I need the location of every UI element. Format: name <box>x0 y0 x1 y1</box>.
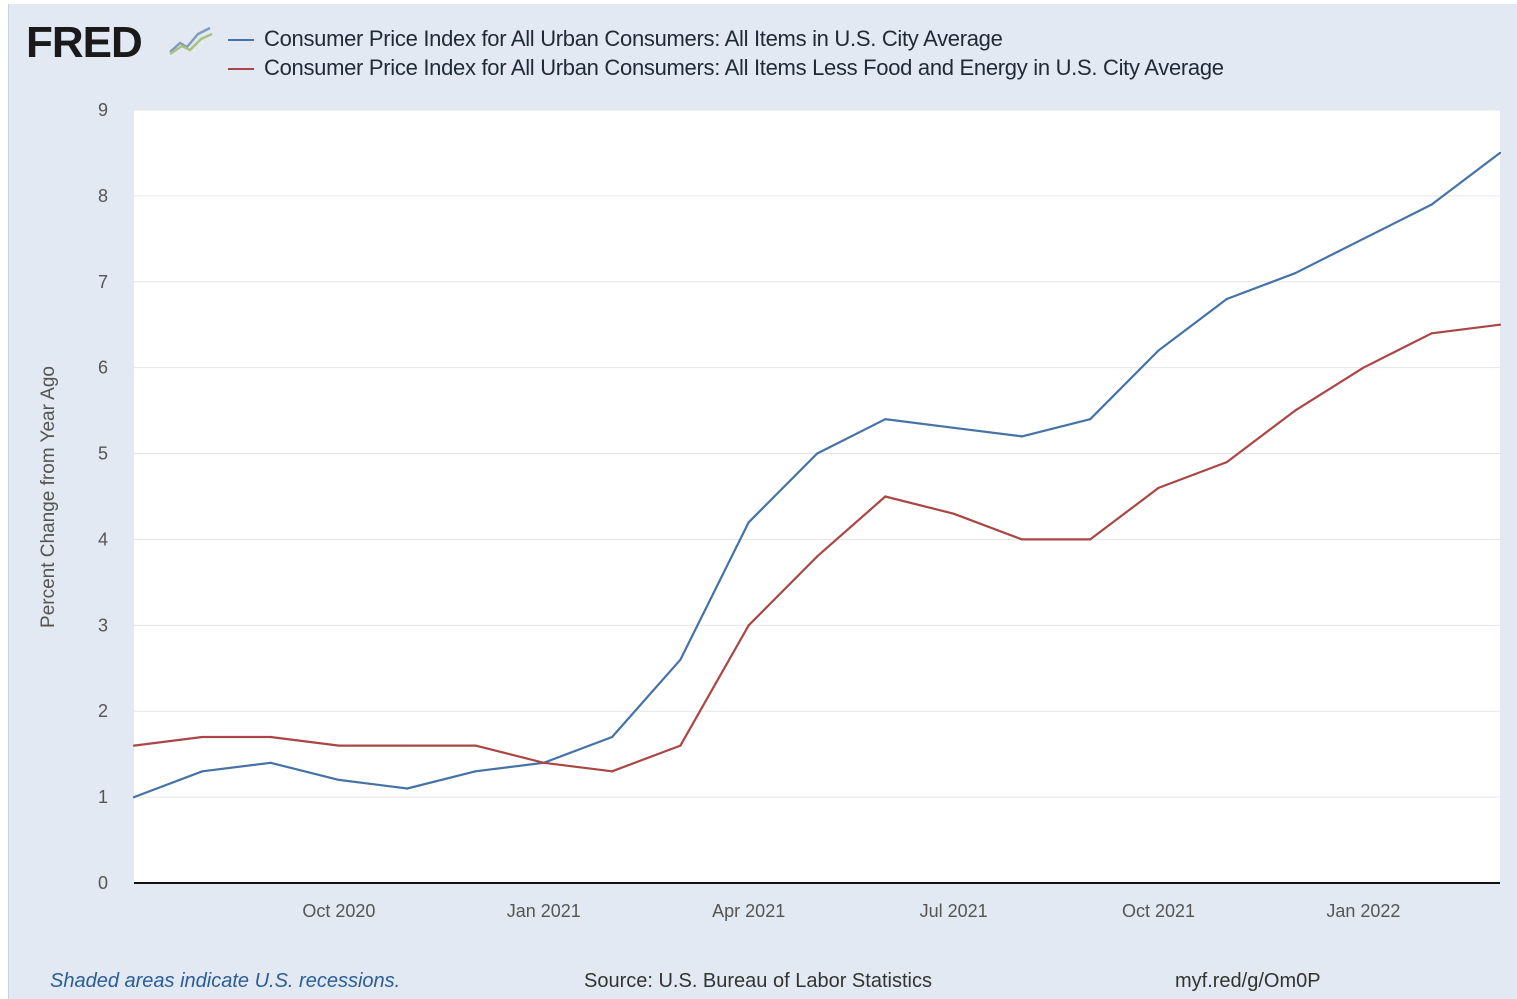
data-point-s0-18 <box>1362 237 1365 240</box>
data-point-s1-11 <box>884 495 887 498</box>
line-chart: 0 1 2 3 4 5 6 7 8 9 Oct 2020 Jan 2021 Apr 2021 Jul 2… <box>38 100 1502 921</box>
data-point-s1-0 <box>132 744 136 747</box>
data-point-s0-4 <box>406 787 409 790</box>
data-point-s1-18 <box>1362 366 1365 369</box>
series-lines <box>132 151 1502 799</box>
data-point-s0-2 <box>269 761 272 764</box>
data-point-s0-19 <box>1430 203 1433 206</box>
y-tick-label-3: 3 <box>98 615 108 635</box>
fred-logo[interactable]: FRED <box>26 18 143 67</box>
data-point-s1-16 <box>1225 461 1228 464</box>
x-tick-label-3: Jul 2021 <box>920 901 988 921</box>
data-point-s1-5 <box>474 744 477 747</box>
data-point-s0-17 <box>1294 272 1297 275</box>
data-point-s1-19 <box>1430 332 1433 335</box>
y-tick-label-1: 1 <box>98 787 108 807</box>
y-tick-label-8: 8 <box>98 186 108 206</box>
data-point-s0-15 <box>1157 349 1160 352</box>
y-tick-label-5: 5 <box>98 444 108 464</box>
data-point-s1-15 <box>1157 486 1160 490</box>
data-point-s1-17 <box>1294 409 1297 412</box>
y-tick-label-0: 0 <box>98 873 108 893</box>
x-axis-ticks: Oct 2020 Jan 2021 Apr 2021 Jul 2021 Oct 2021… <box>302 901 1400 921</box>
data-point-s0-13 <box>1020 435 1024 438</box>
legend-swatch-0 <box>228 39 254 41</box>
legend-label-1: Consumer Price Index for All Urban Consu… <box>264 55 1224 80</box>
data-point-s0-7 <box>611 735 614 739</box>
y-tick-label-4: 4 <box>98 529 108 549</box>
x-tick-label-0: Oct 2020 <box>302 901 375 921</box>
data-point-s1-20 <box>1498 323 1502 326</box>
data-point-s1-9 <box>747 624 750 627</box>
data-point-s0-5 <box>474 770 477 773</box>
x-tick-label-5: Jan 2022 <box>1326 901 1400 921</box>
y-tick-label-6: 6 <box>98 358 108 378</box>
data-point-s1-10 <box>815 555 819 558</box>
data-point-s0-9 <box>747 521 750 524</box>
source-text: Source: U.S. Bureau of Labor Statistics <box>584 970 932 992</box>
data-point-s0-10 <box>815 452 819 455</box>
data-point-s1-14 <box>1089 538 1092 541</box>
y-tick-label-7: 7 <box>98 272 108 292</box>
data-point-s1-6 <box>542 761 545 764</box>
data-point-s1-13 <box>1020 538 1024 541</box>
data-point-s1-2 <box>269 735 272 739</box>
chart-line-icon <box>169 26 213 55</box>
data-point-s1-7 <box>611 770 614 773</box>
y-axis-label: Percent Change from Year Ago <box>38 366 59 628</box>
data-point-s0-14 <box>1089 418 1092 421</box>
legend-label-0: Consumer Price Index for All Urban Consu… <box>264 26 1003 51</box>
data-point-s0-0 <box>132 796 136 799</box>
y-tick-label-9: 9 <box>98 100 108 120</box>
data-point-s0-8 <box>679 658 682 661</box>
data-point-s0-11 <box>884 418 887 421</box>
legend-swatch-1 <box>228 68 254 70</box>
data-point-s1-3 <box>337 744 340 747</box>
plot-background <box>134 110 1500 883</box>
data-point-s1-12 <box>952 512 955 515</box>
y-tick-label-2: 2 <box>98 701 108 721</box>
short-link[interactable]: myf.red/g/Om0P <box>1175 970 1321 992</box>
x-tick-label-2: Apr 2021 <box>712 901 785 921</box>
data-point-s1-8 <box>679 744 682 747</box>
y-axis-ticks: 0 1 2 3 4 5 6 7 8 9 <box>98 100 108 893</box>
x-tick-label-1: Jan 2021 <box>507 901 581 921</box>
data-point-s0-16 <box>1225 297 1228 301</box>
recession-note: Shaded areas indicate U.S. recessions. <box>50 970 401 992</box>
data-point-s1-1 <box>201 735 204 739</box>
x-tick-label-4: Oct 2021 <box>1122 901 1195 921</box>
data-point-s0-20 <box>1498 151 1502 155</box>
data-point-s0-12 <box>952 426 955 429</box>
data-point-s0-3 <box>337 778 340 782</box>
data-point-s1-4 <box>406 744 409 747</box>
data-point-s0-1 <box>201 770 204 773</box>
